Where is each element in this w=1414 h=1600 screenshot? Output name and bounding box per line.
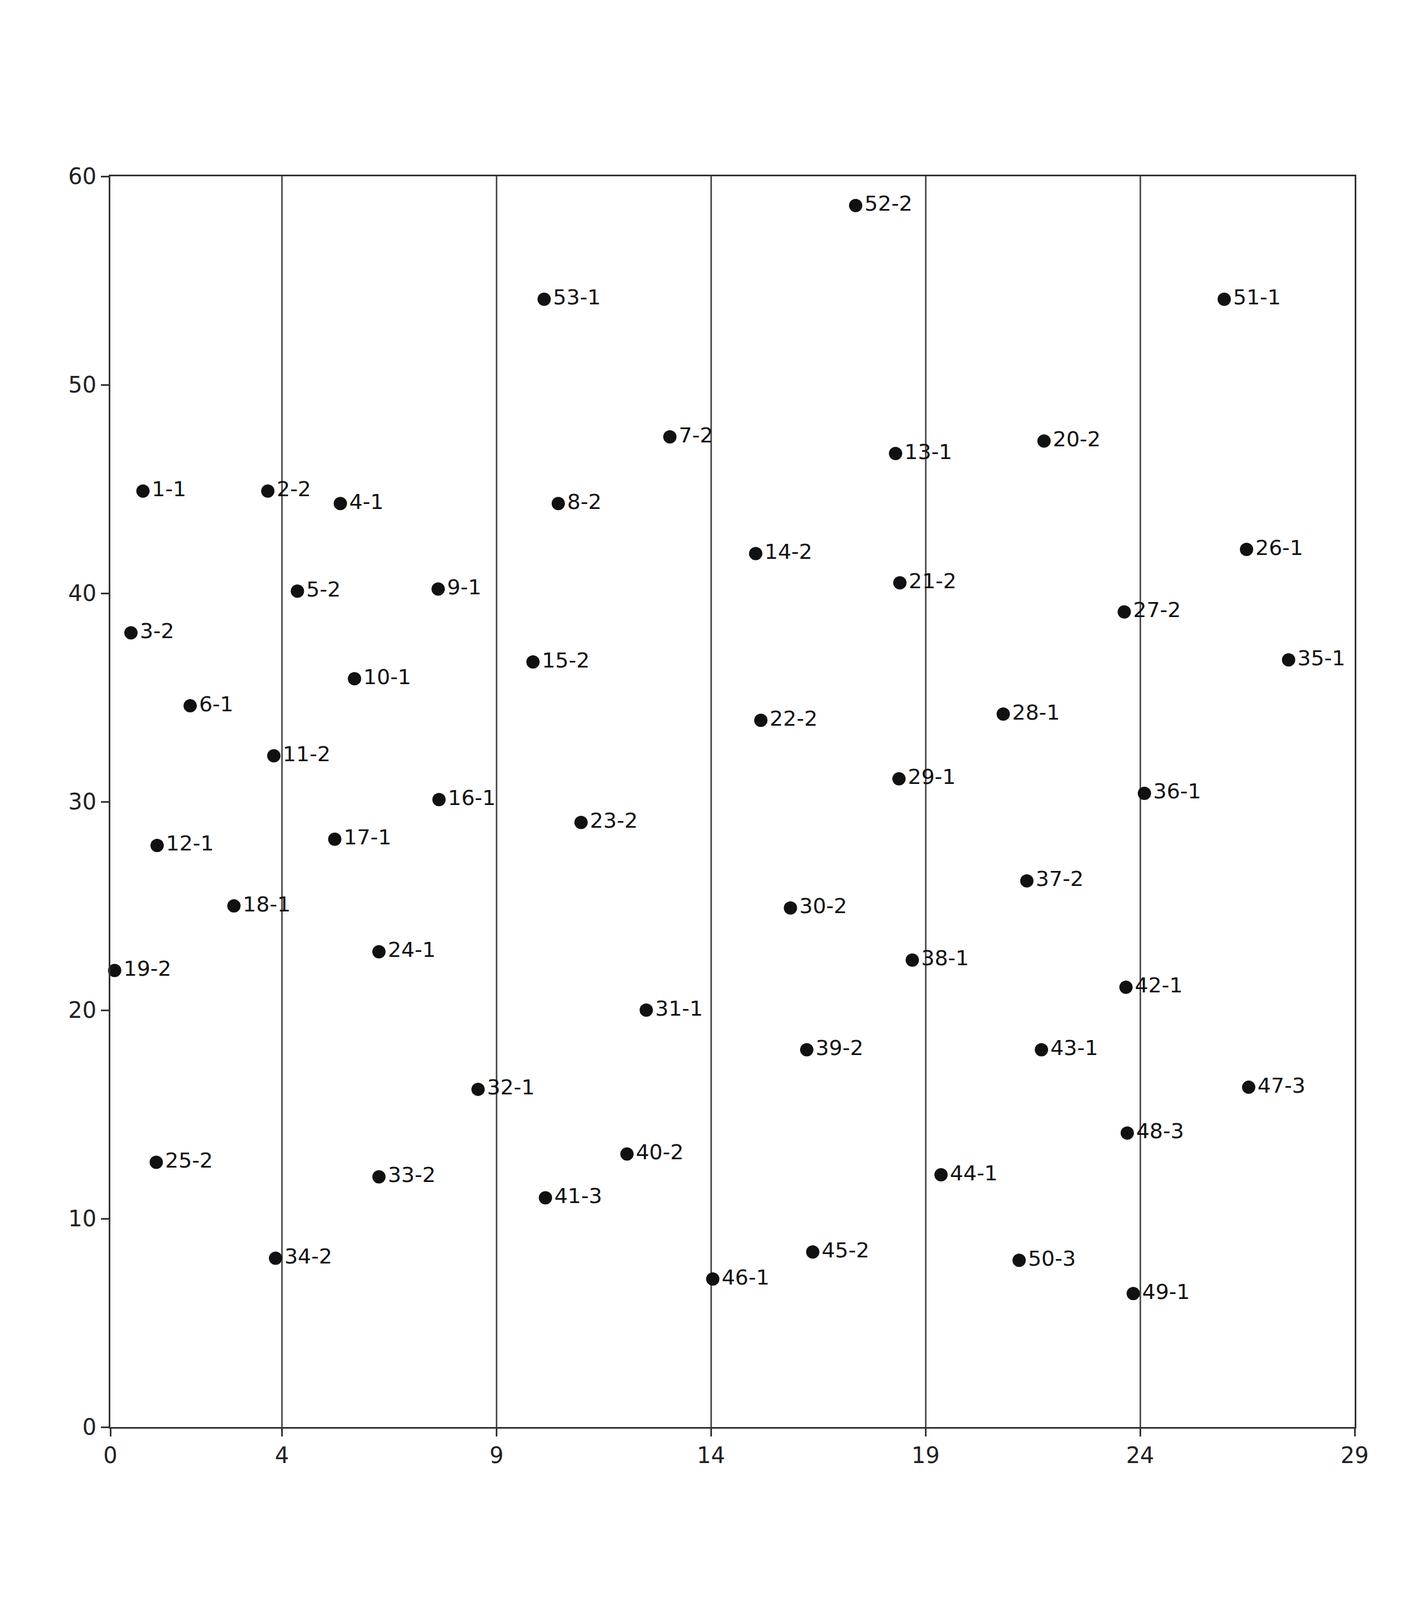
svg-text:18-1: 18-1 xyxy=(242,892,291,917)
svg-text:0: 0 xyxy=(103,1442,118,1469)
svg-text:30: 30 xyxy=(68,789,97,815)
svg-text:5-2: 5-2 xyxy=(306,577,341,602)
svg-text:45-2: 45-2 xyxy=(821,1238,870,1263)
svg-text:43-1: 43-1 xyxy=(1050,1035,1098,1061)
svg-text:20-2: 20-2 xyxy=(1053,426,1101,452)
svg-text:11-2: 11-2 xyxy=(282,741,331,767)
svg-text:24: 24 xyxy=(1126,1442,1155,1469)
svg-text:27-2: 27-2 xyxy=(1132,597,1181,623)
svg-text:9-1: 9-1 xyxy=(446,575,482,600)
svg-text:40-2: 40-2 xyxy=(636,1140,684,1165)
svg-text:17-1: 17-1 xyxy=(343,825,392,850)
svg-text:28-1: 28-1 xyxy=(1011,700,1060,725)
svg-text:7-2: 7-2 xyxy=(678,423,714,448)
svg-text:0: 0 xyxy=(82,1414,97,1441)
svg-text:13-1: 13-1 xyxy=(904,439,953,465)
svg-text:53-1: 53-1 xyxy=(552,285,601,310)
svg-text:30-2: 30-2 xyxy=(799,893,847,919)
svg-text:20: 20 xyxy=(68,997,97,1024)
svg-text:26-1: 26-1 xyxy=(1255,535,1304,561)
svg-text:10-1: 10-1 xyxy=(363,664,411,690)
svg-text:1-1: 1-1 xyxy=(151,476,187,502)
svg-text:29: 29 xyxy=(1340,1442,1370,1469)
svg-text:6-1: 6-1 xyxy=(199,692,234,717)
svg-text:47-3: 47-3 xyxy=(1257,1073,1306,1098)
svg-text:24-1: 24-1 xyxy=(387,937,436,963)
svg-text:25-2: 25-2 xyxy=(165,1148,213,1173)
svg-text:52-2: 52-2 xyxy=(864,191,913,216)
svg-text:39-2: 39-2 xyxy=(815,1035,864,1061)
svg-text:2-2: 2-2 xyxy=(276,476,312,502)
svg-text:16-1: 16-1 xyxy=(448,785,496,811)
svg-text:34-2: 34-2 xyxy=(284,1244,333,1269)
svg-text:35-1: 35-1 xyxy=(1297,646,1346,671)
svg-text:32-1: 32-1 xyxy=(486,1075,535,1100)
svg-text:41-3: 41-3 xyxy=(554,1183,603,1209)
svg-text:60: 60 xyxy=(68,163,97,190)
svg-text:37-2: 37-2 xyxy=(1035,866,1084,892)
svg-text:48-3: 48-3 xyxy=(1136,1119,1184,1144)
svg-text:19-2: 19-2 xyxy=(123,956,172,981)
svg-text:46-1: 46-1 xyxy=(721,1265,770,1290)
svg-text:21-2: 21-2 xyxy=(908,568,957,594)
svg-text:15-2: 15-2 xyxy=(541,648,590,673)
svg-text:29-1: 29-1 xyxy=(907,764,956,790)
svg-text:23-2: 23-2 xyxy=(589,808,638,833)
svg-text:31-1: 31-1 xyxy=(654,996,703,1021)
svg-text:44-1: 44-1 xyxy=(949,1161,998,1186)
svg-text:50: 50 xyxy=(68,372,97,398)
svg-text:36-1: 36-1 xyxy=(1153,779,1202,804)
svg-text:50-3: 50-3 xyxy=(1028,1246,1076,1271)
svg-text:3-2: 3-2 xyxy=(139,618,175,644)
svg-text:22-2: 22-2 xyxy=(769,706,818,731)
svg-text:40: 40 xyxy=(68,580,97,607)
svg-text:38-1: 38-1 xyxy=(921,945,969,971)
svg-text:8-2: 8-2 xyxy=(567,489,602,515)
svg-text:9: 9 xyxy=(489,1442,504,1469)
svg-text:14-2: 14-2 xyxy=(764,539,813,564)
svg-text:10: 10 xyxy=(68,1206,97,1232)
svg-text:19: 19 xyxy=(911,1442,940,1469)
svg-text:49-1: 49-1 xyxy=(1142,1279,1190,1305)
svg-text:12-1: 12-1 xyxy=(165,831,214,856)
svg-text:4-1: 4-1 xyxy=(349,489,384,515)
svg-text:33-2: 33-2 xyxy=(387,1162,436,1188)
svg-text:4: 4 xyxy=(275,1442,289,1469)
svg-text:42-1: 42-1 xyxy=(1135,973,1183,998)
svg-text:51-1: 51-1 xyxy=(1233,285,1281,310)
svg-text:14: 14 xyxy=(697,1442,726,1469)
